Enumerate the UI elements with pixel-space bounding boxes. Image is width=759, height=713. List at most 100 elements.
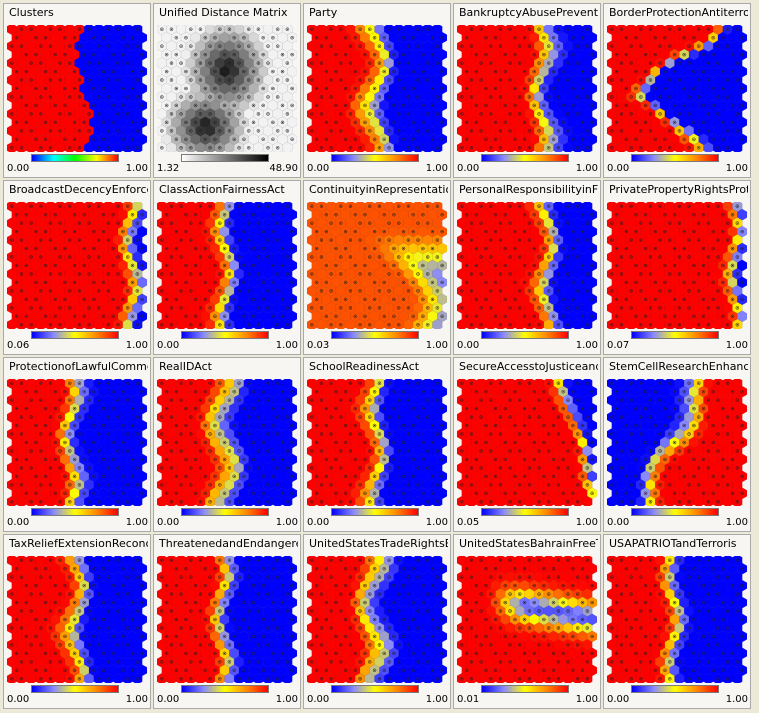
hit-marker-dot	[688, 205, 690, 207]
hit-marker	[189, 78, 193, 82]
som-hex-cell[interactable]	[432, 141, 443, 152]
som-hex-cell[interactable]	[432, 318, 443, 329]
hit-marker	[474, 314, 479, 319]
hit-marker-dot	[30, 222, 32, 224]
hit-marker-dot	[625, 247, 627, 250]
hit-marker-dot	[495, 281, 497, 284]
som-hexagon-map[interactable]	[7, 379, 147, 506]
hit-marker-dot	[349, 62, 352, 64]
hit-marker	[643, 314, 648, 319]
hit-marker-dot	[402, 231, 405, 233]
hit-marker-dot	[88, 113, 90, 115]
hit-marker-dot	[98, 290, 100, 292]
hit-marker	[111, 69, 115, 74]
som-hex-cell[interactable]	[282, 141, 293, 152]
hit-marker	[363, 103, 367, 108]
hit-marker-dot	[669, 45, 671, 47]
hit-marker	[740, 229, 744, 234]
hit-marker-dot	[122, 247, 124, 250]
hit-marker	[324, 69, 329, 74]
som-hexagon-map[interactable]	[7, 25, 147, 152]
hit-marker	[261, 137, 265, 142]
som-hexagon-map[interactable]	[607, 25, 747, 152]
component-plane-panel[interactable]: BorderProtectionAntiterrori 0.00 1.00	[603, 3, 751, 178]
hit-marker-dot	[54, 214, 56, 216]
hit-marker-dot	[45, 37, 47, 39]
component-plane-panel[interactable]: Party 0.00 1.00	[303, 3, 451, 178]
som-hex-cell[interactable]	[132, 318, 143, 329]
hit-marker-dot	[548, 147, 550, 149]
hit-marker	[566, 204, 570, 208]
hit-marker-dot	[54, 54, 56, 56]
hit-marker	[551, 86, 556, 91]
hit-marker	[125, 61, 130, 65]
som-hexagon-map[interactable]	[307, 25, 447, 152]
hit-marker-dot	[620, 28, 623, 30]
hit-marker-dot	[49, 324, 52, 326]
hit-marker	[106, 323, 111, 327]
hit-marker-dot	[364, 214, 366, 216]
hit-marker-dot	[586, 290, 588, 292]
hit-marker-dot	[16, 70, 18, 73]
hit-marker-dot	[727, 130, 729, 132]
hit-marker-dot	[533, 264, 535, 267]
hit-marker-dot	[727, 147, 729, 149]
hit-marker	[639, 44, 643, 48]
hit-marker-dot	[127, 62, 129, 64]
hit-marker-dot	[257, 28, 259, 30]
component-plane-panel[interactable]: BroadcastDecencyEnforce 0.06 1.00	[3, 180, 151, 355]
component-plane-panel[interactable]: ClassActionFairnessAct 0.00 1.00	[153, 180, 301, 355]
hit-marker-dot	[625, 37, 627, 39]
component-plane-panel[interactable]: PersonalResponsibilityinF 0.00 1.00	[453, 180, 601, 355]
som-hex-cell[interactable]	[732, 141, 743, 152]
hit-marker	[387, 95, 391, 99]
som-hexagon-map[interactable]	[7, 202, 147, 329]
som-hex-cell[interactable]	[582, 318, 593, 329]
som-hexagon-map[interactable]	[607, 202, 747, 329]
hit-marker-dot	[228, 113, 231, 115]
hit-marker	[130, 229, 135, 234]
component-plane-panel[interactable]: PrivatePropertyRightsProt 0.07 1.00	[603, 180, 751, 355]
hit-marker-dot	[78, 96, 81, 98]
som-hexagon-map[interactable]	[457, 25, 597, 152]
component-plane-panel[interactable]: ContinuityinRepresentation 0.03 1.00	[303, 180, 451, 355]
component-plane-panel[interactable]: Unified Distance Matrix 1.32 48.90	[153, 3, 301, 178]
som-hex-cell[interactable]	[582, 141, 593, 152]
hit-marker-dot	[175, 138, 177, 140]
scale-min-label: 0.06	[7, 340, 30, 351]
hit-marker	[310, 255, 314, 259]
som-hex-cell[interactable]	[132, 141, 143, 152]
som-hexagon-map[interactable]	[157, 202, 297, 329]
hit-marker	[396, 61, 401, 65]
hit-marker-dot	[712, 104, 714, 107]
hit-marker	[692, 120, 696, 125]
hit-marker-dot	[180, 205, 182, 207]
som-hexagon-map[interactable]	[157, 25, 297, 152]
hit-marker-dot	[736, 113, 738, 115]
hit-marker	[96, 306, 101, 310]
hit-marker	[411, 314, 415, 319]
hit-marker	[663, 280, 667, 285]
som-hexagon-map[interactable]	[457, 202, 597, 329]
hit-marker	[677, 27, 682, 31]
som-hexagon-map[interactable]	[307, 202, 447, 329]
hit-marker	[43, 280, 48, 285]
hit-marker-dot	[581, 87, 584, 90]
hit-marker	[425, 255, 430, 259]
hit-marker	[561, 103, 565, 108]
som-hex-cell[interactable]	[282, 318, 293, 329]
hit-marker-dot	[364, 54, 366, 56]
component-plane-panel[interactable]: ProtectionofLawfulComme 0.00 1.00	[3, 357, 151, 532]
som-hex-cell[interactable]	[732, 318, 743, 329]
hit-marker-dot	[523, 315, 526, 317]
hit-marker	[730, 52, 735, 57]
hit-marker	[469, 146, 474, 150]
hit-marker-dot	[364, 121, 366, 123]
component-plane-panel[interactable]: Clusters 0.00 1.00	[3, 3, 151, 178]
component-plane-panel[interactable]: BankruptcyAbusePreventi 0.00 1.00	[453, 3, 601, 178]
hit-marker-dot	[673, 315, 676, 317]
hit-marker	[96, 255, 101, 259]
hit-marker	[63, 280, 67, 285]
hit-marker	[222, 52, 227, 57]
hit-marker	[39, 289, 43, 293]
